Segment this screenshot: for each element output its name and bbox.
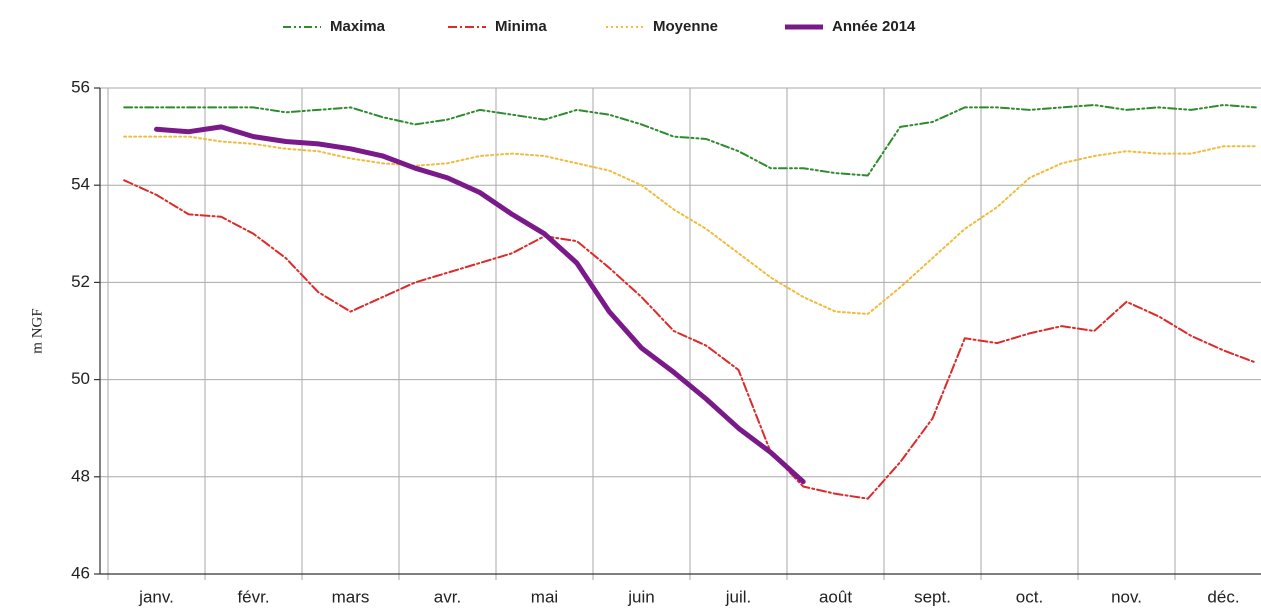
x-tick-label: janv. bbox=[138, 587, 174, 606]
y-tick-label: 52 bbox=[71, 272, 90, 291]
x-tick-label: mai bbox=[531, 587, 558, 606]
y-tick-label: 54 bbox=[71, 175, 90, 194]
x-tick-label: juin bbox=[627, 587, 654, 606]
x-tick-label: oct. bbox=[1016, 587, 1043, 606]
x-tick-label: févr. bbox=[237, 587, 269, 606]
x-tick-label: avr. bbox=[434, 587, 461, 606]
series-line bbox=[123, 135, 1257, 315]
y-tick-label: 46 bbox=[71, 563, 90, 582]
x-tick-label: juil. bbox=[725, 587, 752, 606]
legend-label: Année 2014 bbox=[832, 18, 916, 35]
y-axis-label: m NGF bbox=[29, 308, 45, 353]
series-line bbox=[154, 124, 806, 485]
legend-label: Moyenne bbox=[653, 18, 718, 35]
x-tick-label: déc. bbox=[1207, 587, 1239, 606]
y-tick-label: 48 bbox=[71, 466, 90, 485]
legend-label: Maxima bbox=[330, 18, 386, 35]
x-tick-label: août bbox=[819, 587, 852, 606]
y-tick-label: 56 bbox=[71, 77, 90, 96]
x-tick-label: sept. bbox=[914, 587, 951, 606]
series-line bbox=[123, 179, 1257, 500]
legend-label: Minima bbox=[495, 18, 547, 35]
y-tick-label: 50 bbox=[71, 369, 90, 388]
x-tick-label: nov. bbox=[1111, 587, 1142, 606]
legend: Maxima Minima Moyenne Année 2014 bbox=[283, 18, 916, 35]
series-line bbox=[123, 104, 1257, 177]
x-tick-label: mars bbox=[332, 587, 370, 606]
